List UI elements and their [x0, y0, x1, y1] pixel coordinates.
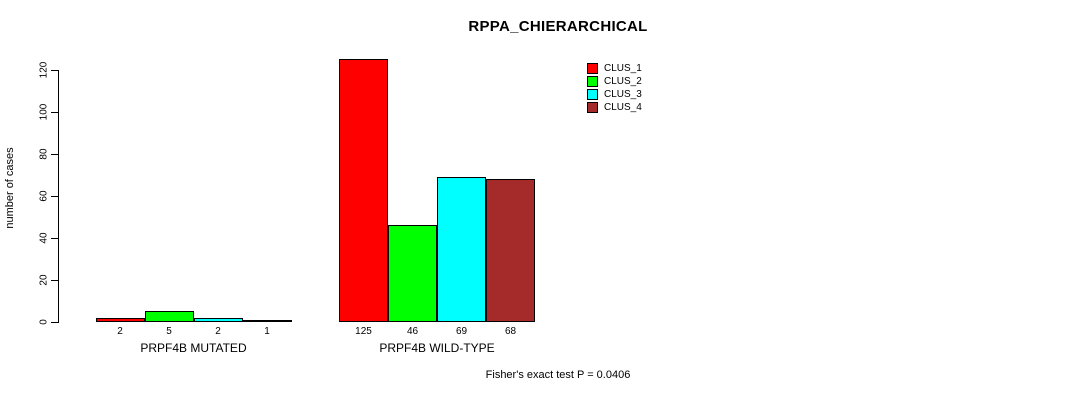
legend-label: CLUS_2: [604, 76, 642, 87]
legend-label: CLUS_1: [604, 63, 642, 74]
bar: [95, 317, 145, 322]
bar-value-label: 1: [264, 326, 270, 337]
y-tick-label: 80: [38, 148, 50, 160]
legend-swatch: [587, 89, 598, 100]
bar-value-label: 5: [166, 326, 172, 337]
y-tick: [51, 279, 58, 281]
y-tick: [51, 111, 58, 113]
y-tick: [51, 69, 58, 71]
bar-value-label: 2: [117, 326, 123, 337]
y-tick-label: 20: [38, 274, 50, 286]
bar-value-label: 69: [455, 326, 468, 337]
legend-swatch: [587, 76, 598, 87]
legend-swatch: [587, 63, 598, 74]
y-axis-line: [58, 69, 59, 323]
bar: [193, 317, 243, 322]
bar-value-label: 46: [406, 326, 419, 337]
y-tick-label: 60: [38, 190, 50, 202]
bar: [339, 59, 388, 322]
annotation-text: Fisher's exact test P = 0.0406: [485, 369, 631, 381]
bar: [144, 311, 194, 322]
bar: [437, 176, 486, 322]
legend: CLUS_1 CLUS_2 CLUS_3 CLUS_4: [587, 63, 642, 113]
group-label: PRPF4B WILD-TYPE: [379, 341, 495, 355]
y-tick: [51, 153, 58, 155]
chart-title: RPPA_CHIERARCHICAL: [468, 18, 648, 35]
y-tick-label: 120: [38, 61, 50, 79]
legend-swatch: [587, 102, 598, 113]
y-tick-label: 0: [38, 319, 50, 325]
legend-item: CLUS_4: [587, 102, 642, 113]
legend-item: CLUS_3: [587, 89, 642, 100]
bar: [486, 179, 535, 322]
legend-label: CLUS_4: [604, 102, 642, 113]
bar-value-label: 2: [215, 326, 221, 337]
group-label: PRPF4B MUTATED: [140, 341, 247, 355]
legend-label: CLUS_3: [604, 89, 642, 100]
bar: [242, 319, 292, 322]
legend-item: CLUS_1: [587, 63, 642, 74]
bar: [388, 225, 437, 322]
bar-value-label: 68: [504, 326, 517, 337]
y-tick-label: 40: [38, 232, 50, 244]
y-tick: [51, 195, 58, 197]
legend-item: CLUS_2: [587, 76, 642, 87]
bar-value-label: 125: [355, 326, 372, 337]
y-tick: [51, 237, 58, 239]
y-tick-label: 100: [38, 103, 50, 121]
y-tick: [51, 322, 58, 323]
